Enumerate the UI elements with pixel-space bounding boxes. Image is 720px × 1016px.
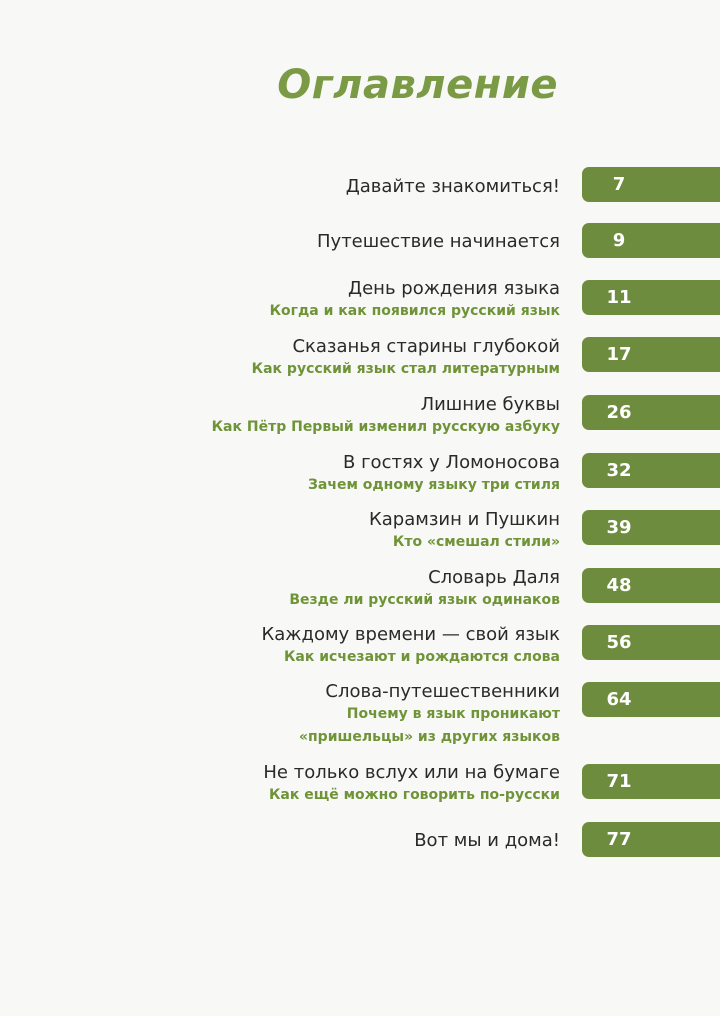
entry-title: Сказанья старины глубокой [292,336,560,357]
page-number-tab[interactable]: 77 [582,822,720,857]
entry-subtitle: Когда и как появился русский язык [269,303,560,319]
entry-subtitle: Как исчезают и рождаются слова [283,649,560,665]
page-number-tab[interactable]: 26 [582,395,720,430]
page-number: 32 [606,460,632,481]
page-number: 77 [606,829,632,850]
page-number: 71 [606,771,632,792]
page-number: 56 [606,632,632,653]
page-number: 39 [606,517,632,538]
page-number-tab[interactable]: 64 [582,682,720,717]
entry-subtitle: Кто «смешал стили» [392,534,560,550]
entry-title: Каждому времени — свой язык [261,624,560,645]
page-title: Оглавление [277,62,558,108]
entry-subtitle: Везде ли русский язык одинаков [289,592,560,608]
page-number-tab[interactable]: 17 [582,337,720,372]
page-number-tab[interactable]: 56 [582,625,720,660]
entry-title: Путешествие начинается [317,231,560,252]
page-number: 17 [606,344,632,365]
entry-title: Лишние буквы [420,394,560,415]
entry-subtitle-line: Почему в язык проникают [346,706,560,722]
page-number-tab[interactable]: 39 [582,510,720,545]
entry-title: Давайте знакомиться! [345,176,560,197]
entry-title: Вот мы и дома! [414,830,560,851]
page-number: 7 [612,174,626,195]
entry-title: Слова-путешественники [325,681,560,702]
page-number: 64 [606,689,632,710]
entry-subtitle: Как русский язык стал литературным [251,361,560,377]
page-number: 48 [606,575,632,596]
page-number: 26 [606,402,632,423]
entry-title: Не только вслух или на бумаге [263,762,560,783]
entry-subtitle-line: «пришельцы» из других языков [298,729,560,745]
page-number: 11 [606,287,632,308]
entry-subtitle: Как ещё можно говорить по-русски [268,787,560,803]
entry-title: В гостях у Ломоносова [343,452,560,473]
page-number-tab[interactable]: 71 [582,764,720,799]
page-number-tab[interactable]: 32 [582,453,720,488]
page-number-tab[interactable]: 9 [582,223,720,258]
page-number: 9 [612,230,626,251]
page-number-tab[interactable]: 11 [582,280,720,315]
entry-title: Словарь Даля [428,567,560,588]
entry-subtitle: Зачем одному языку три стиля [307,477,560,493]
entry-subtitle: Как Пётр Первый изменил русскую азбуку [211,419,560,435]
entry-title: День рождения языка [348,278,560,299]
page-number-tab[interactable]: 7 [582,167,720,202]
entry-title: Карамзин и Пушкин [368,509,560,530]
page-number-tab[interactable]: 48 [582,568,720,603]
